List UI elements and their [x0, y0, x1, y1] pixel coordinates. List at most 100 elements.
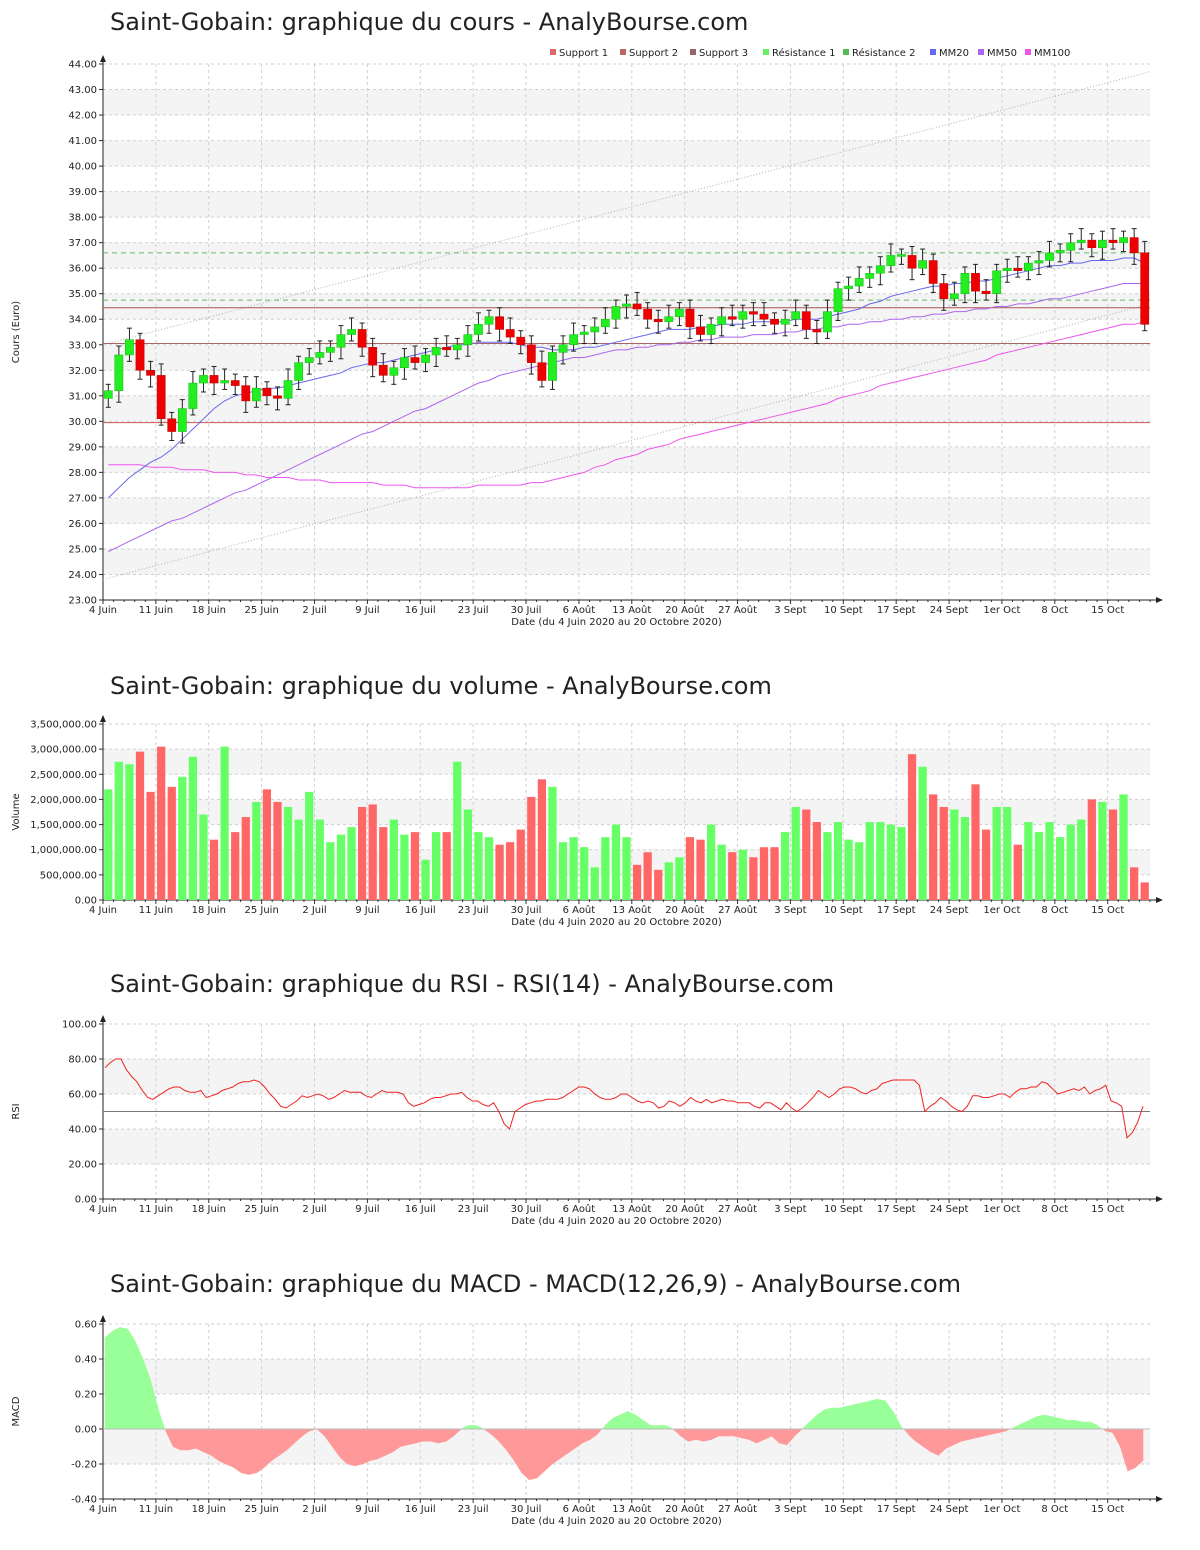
candle-down: [812, 329, 822, 333]
x-tick-label: 20 Août: [665, 1503, 704, 1515]
x-tick-label: 17 Sept: [877, 1504, 916, 1515]
macd-area-negative: [218, 1428, 227, 1465]
macd-area-negative: [903, 1429, 909, 1435]
macd-area-negative: [779, 1428, 788, 1446]
y-tick-label: 40.00: [68, 162, 97, 173]
y-tick-label: 41.00: [68, 136, 97, 147]
candle-up: [484, 316, 494, 325]
volume-bar-down: [1087, 799, 1096, 900]
candle-up: [706, 324, 716, 335]
y-tick-label: 0.00: [75, 896, 97, 907]
volume-bar-up: [178, 776, 187, 900]
x-tick-label: 9 Juil: [355, 605, 379, 616]
macd-area-positive: [847, 1404, 856, 1430]
x-tick-label: 20 Août: [665, 1203, 704, 1215]
y-axis-arrow: [100, 1315, 106, 1322]
x-tick-label: 3 Sept: [774, 1504, 806, 1515]
macd-area-positive: [104, 1330, 113, 1430]
legend-item: MM50: [987, 48, 1017, 59]
volume-bar-up: [305, 791, 314, 900]
candle-down: [495, 316, 504, 330]
x-tick-label: 9 Juil: [355, 905, 379, 916]
candle-up: [622, 303, 631, 307]
volume-bar-down: [262, 789, 272, 900]
y-axis-arrow: [100, 715, 106, 722]
channel-lower-line: [102, 303, 1151, 581]
macd-area-negative: [271, 1428, 280, 1462]
x-axis-label: Date (du 4 Juin 2020 au 20 Octobre 2020): [511, 1216, 722, 1227]
rsi-chart-panel: Saint-Gobain: graphique du RSI - RSI(14)…: [0, 960, 1200, 1240]
macd-area-negative: [528, 1428, 538, 1481]
chart-title: Saint-Gobain: graphique du MACD - MACD(1…: [110, 1270, 962, 1298]
candle-down: [939, 283, 949, 300]
macd-area-negative: [544, 1428, 553, 1472]
volume-bar-up: [717, 844, 726, 900]
mm100-line: [108, 321, 1145, 489]
volume-bar-up: [897, 827, 906, 900]
y-tick-label: 24.00: [68, 570, 97, 581]
volume-bar-down: [1140, 882, 1149, 900]
candle-up: [474, 324, 483, 335]
y-tick-label: 26.00: [68, 519, 97, 530]
candle-down: [749, 311, 758, 315]
volume-bar-up: [326, 842, 335, 900]
x-tick-label: 18 Juin: [192, 605, 226, 616]
macd-area-positive: [627, 1411, 636, 1430]
macd-area-negative: [1119, 1428, 1129, 1472]
legend-item: Résistance 1: [772, 47, 835, 59]
x-tick-label: 23 Juil: [458, 1504, 489, 1515]
volume-bar-down: [770, 847, 779, 900]
candle-down: [770, 318, 779, 325]
candle-up: [579, 331, 589, 335]
macd-area-negative: [180, 1428, 189, 1451]
candle-up: [960, 273, 970, 294]
volume-bar-down: [506, 842, 515, 900]
candle-up: [600, 318, 610, 328]
x-tick-label: 25 Juin: [244, 905, 278, 916]
macd-area-negative: [960, 1428, 970, 1442]
macd-area-negative: [559, 1428, 568, 1460]
macd-area-negative: [688, 1428, 697, 1442]
macd-area-negative: [930, 1428, 939, 1456]
volume-bar-up: [590, 867, 599, 900]
volume-bar-down: [749, 857, 758, 900]
volume-bar-up: [1003, 806, 1012, 900]
macd-area-positive: [468, 1425, 477, 1430]
volume-bar-down: [527, 796, 536, 900]
x-tick-label: 11 Juin: [139, 1204, 173, 1215]
volume-bar-down: [643, 852, 652, 900]
candle-down: [928, 260, 938, 284]
macd-area-positive: [135, 1341, 144, 1430]
candle-up: [326, 347, 335, 353]
macd-area-positive: [665, 1425, 674, 1430]
rsi-chart: 0.00 20.00 40.00 60.00 80.00 100.00 4 Juin 11 J…: [11, 1015, 1163, 1227]
macd-area-negative: [400, 1428, 409, 1447]
macd-area-positive: [1082, 1421, 1091, 1430]
macd-area-negative: [385, 1428, 394, 1456]
volume-bar-up: [336, 834, 346, 900]
y-tick-label: 34.00: [68, 315, 97, 326]
chart-title: Saint-Gobain: graphique du cours - Analy…: [110, 8, 749, 36]
y-tick-label: 0.40: [75, 1355, 97, 1366]
volume-bar-down: [231, 832, 240, 900]
x-tick-label: 3 Sept: [774, 905, 806, 916]
volume-bar-up: [611, 824, 621, 900]
macd-area-positive: [127, 1328, 136, 1430]
candle-up: [1119, 237, 1128, 243]
y-tick-label: 32.00: [68, 366, 97, 377]
y-tick-label: 100.00: [62, 1020, 97, 1031]
volume-bar-up: [125, 764, 134, 900]
candle-down: [526, 344, 536, 363]
chart-title: Saint-Gobain: graphique du RSI - RSI(14)…: [110, 970, 835, 998]
x-axis-arrow: [1156, 1496, 1163, 1502]
x-tick-label: 13 Août: [612, 904, 651, 916]
x-tick-label: 11 Juin: [139, 905, 173, 916]
volume-bar-down: [728, 852, 737, 900]
y-tick-label: 27.00: [68, 493, 97, 504]
macd-area-negative: [521, 1428, 530, 1481]
macd-area-positive: [475, 1425, 484, 1430]
candle-down: [537, 362, 547, 381]
volume-bar-down: [929, 794, 938, 900]
macd-area-negative: [188, 1428, 197, 1451]
x-tick-label: 30 Juil: [511, 1204, 542, 1215]
